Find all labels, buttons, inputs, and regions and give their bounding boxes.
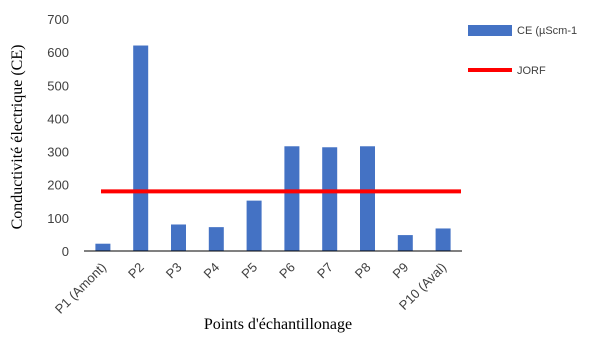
x-axis-title: Points d'échantillonage [204, 316, 352, 333]
y-tick-label: 400 [47, 111, 69, 126]
x-tick-label: P2 [125, 260, 147, 282]
x-tick-label: P6 [276, 260, 298, 282]
bars [95, 45, 451, 252]
y-tick-label: 300 [47, 145, 69, 160]
y-axis-ticks: 0 100 200 300 400 500 600 700 [47, 12, 69, 259]
x-tick-label: P4 [201, 260, 223, 282]
x-tick-label: P1 (Amont) [52, 260, 109, 317]
bar [322, 147, 338, 251]
y-axis-title: Conductivité électrique (CE) [9, 45, 26, 230]
bar [397, 235, 413, 251]
legend-swatch-ce [468, 25, 512, 36]
y-tick-label: 200 [47, 178, 69, 193]
x-tick-label: P5 [238, 260, 260, 282]
bar [208, 227, 224, 251]
legend-label-jorf: JORF [517, 65, 546, 77]
bar [284, 146, 300, 251]
bar [133, 45, 149, 252]
x-tick-label: P9 [390, 260, 412, 282]
bar [246, 200, 262, 251]
x-tick-label: P3 [163, 260, 185, 282]
y-tick-label: 700 [47, 12, 69, 27]
y-tick-label: 0 [62, 244, 69, 259]
y-tick-label: 500 [47, 78, 69, 93]
bar [435, 228, 451, 251]
legend: CE (µScm-1 JORF [468, 25, 577, 77]
x-tick-label: P7 [314, 260, 336, 282]
bar [95, 243, 111, 251]
y-tick-label: 100 [47, 211, 69, 226]
x-tick-label: P8 [352, 260, 374, 282]
y-tick-label: 600 [47, 45, 69, 60]
bar [360, 146, 375, 251]
bar [171, 224, 186, 251]
legend-label-ce: CE (µScm-1 [517, 25, 577, 37]
